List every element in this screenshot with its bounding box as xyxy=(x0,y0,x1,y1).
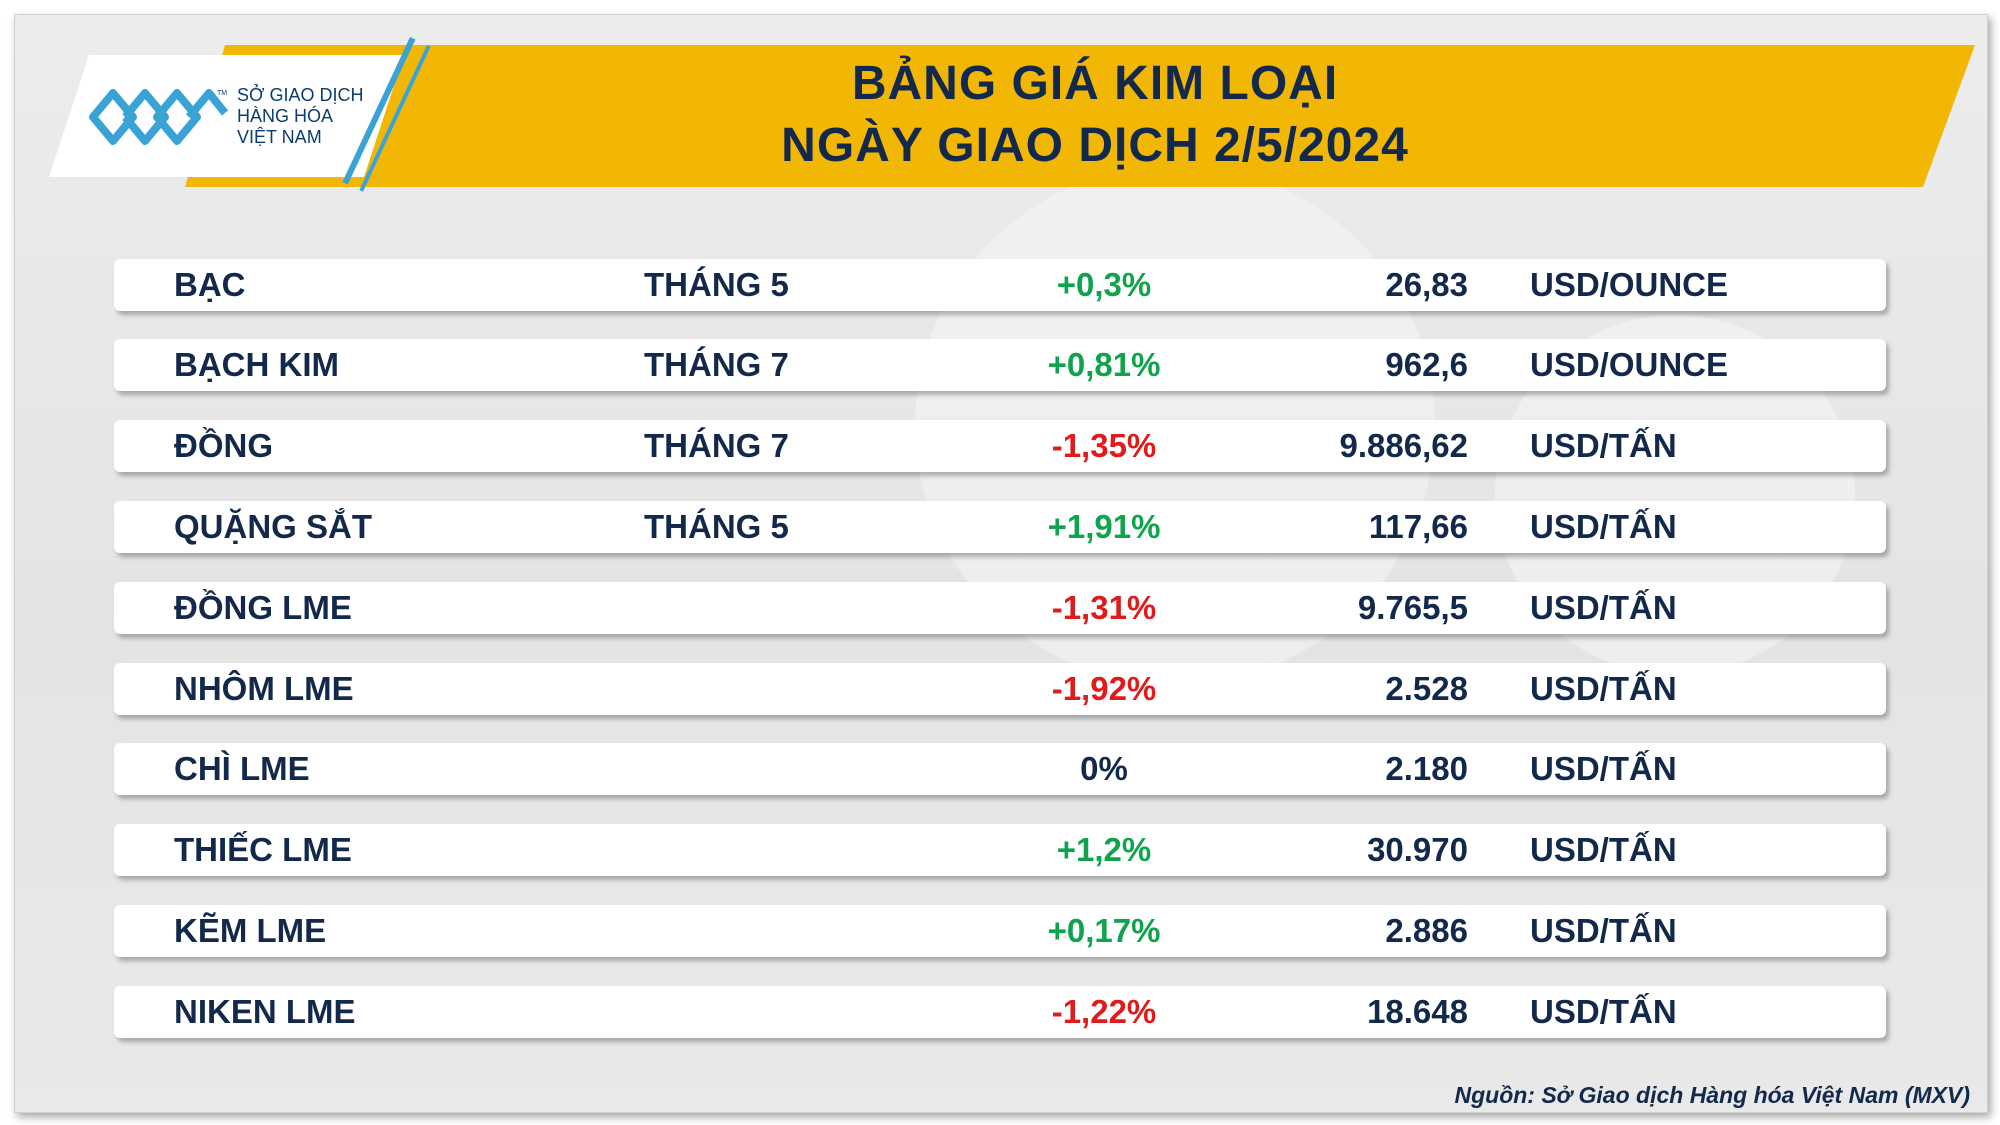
price-unit: USD/TẤN xyxy=(1530,427,1677,464)
title-banner xyxy=(185,45,1975,187)
price-change: -1,92% xyxy=(1051,670,1157,707)
price-row: NIKEN LME -1,22% 18.648 USD/TẤN xyxy=(114,986,1886,1038)
logo-line-1: SỞ GIAO DỊCH xyxy=(237,85,364,105)
price-change: +1,91% xyxy=(1047,508,1161,545)
price-value: 117,66 xyxy=(1368,508,1468,545)
source-note: Nguồn: Sở Giao dịch Hàng hóa Việt Nam (M… xyxy=(1454,1082,1970,1108)
price-value: 2.180 xyxy=(1385,750,1468,787)
metal-name: NHÔM LME xyxy=(174,670,354,707)
logo-mark-icon xyxy=(89,89,229,145)
price-change: -1,22% xyxy=(1051,993,1157,1030)
price-row: KẼM LME +0,17% 2.886 USD/TẤN xyxy=(114,905,1886,957)
price-row: CHÌ LME 0% 2.180 USD/TẤN xyxy=(114,743,1886,795)
logo-line-2: HÀNG HÓA xyxy=(237,106,334,126)
metal-name: CHÌ LME xyxy=(174,750,310,787)
logo-trademark: TM xyxy=(217,90,228,97)
price-change: +0,3% xyxy=(1056,266,1152,303)
price-unit: USD/TẤN xyxy=(1530,670,1677,707)
metal-name: THIẾC LME xyxy=(174,831,352,868)
price-unit: USD/TẤN xyxy=(1530,750,1677,787)
contract-month: THÁNG 7 xyxy=(644,427,789,464)
page-title: BẢNG GIÁ KIM LOẠI NGÀY GIAO DỊCH 2/5/202… xyxy=(515,53,1675,177)
price-row: THIẾC LME +1,2% 30.970 USD/TẤN xyxy=(114,824,1886,876)
price-row: QUẶNG SẮT THÁNG 5 +1,91% 117,66 USD/TẤN xyxy=(114,501,1886,553)
price-value: 962,6 xyxy=(1385,346,1468,383)
metal-name: KẼM LME xyxy=(174,912,327,949)
metal-name: BẠC xyxy=(174,266,246,303)
price-unit: USD/OUNCE xyxy=(1530,266,1729,303)
logo-line-3: VIỆT NAM xyxy=(237,127,322,147)
price-value: 26,83 xyxy=(1385,266,1468,303)
price-row: BẠCH KIM THÁNG 7 +0,81% 962,6 USD/OUNCE xyxy=(114,339,1886,391)
metal-name: ĐỒNG LME xyxy=(174,589,352,626)
price-unit: USD/TẤN xyxy=(1530,508,1677,545)
logo-text: SỞ GIAO DỊCH HÀNG HÓA VIỆT NAM xyxy=(237,85,363,148)
price-row: ĐỒNG LME -1,31% 9.765,5 USD/TẤN xyxy=(114,582,1886,634)
price-value: 18.648 xyxy=(1367,993,1468,1030)
contract-month: THÁNG 5 xyxy=(644,266,789,303)
price-row: ĐỒNG THÁNG 7 -1,35% 9.886,62 USD/TẤN xyxy=(114,420,1886,472)
price-change: 0% xyxy=(1080,750,1128,787)
price-row: NHÔM LME -1,92% 2.528 USD/TẤN xyxy=(114,663,1886,715)
price-change: +0,17% xyxy=(1047,912,1161,949)
price-value: 2.528 xyxy=(1385,670,1468,707)
price-row: BẠC THÁNG 5 +0,3% 26,83 USD/OUNCE xyxy=(114,259,1886,311)
contract-month: THÁNG 5 xyxy=(644,508,789,545)
price-value: 9.886,62 xyxy=(1339,427,1468,464)
metal-name: QUẶNG SẮT xyxy=(174,508,372,545)
metal-name: BẠCH KIM xyxy=(174,346,339,383)
price-value: 30.970 xyxy=(1367,831,1468,868)
price-unit: USD/TẤN xyxy=(1530,993,1677,1030)
price-unit: USD/TẤN xyxy=(1530,589,1677,626)
metal-name: ĐỒNG xyxy=(174,427,273,464)
price-change: +0,81% xyxy=(1047,346,1161,383)
price-change: -1,31% xyxy=(1051,589,1157,626)
price-value: 9.765,5 xyxy=(1357,589,1468,626)
price-change: +1,2% xyxy=(1056,831,1152,868)
price-unit: USD/TẤN xyxy=(1530,912,1677,949)
price-change: -1,35% xyxy=(1051,427,1157,464)
title-line-2: NGÀY GIAO DỊCH 2/5/2024 xyxy=(781,119,1409,172)
contract-month: THÁNG 7 xyxy=(644,346,789,383)
price-unit: USD/TẤN xyxy=(1530,831,1677,868)
price-value: 2.886 xyxy=(1385,912,1468,949)
title-line-1: BẢNG GIÁ KIM LOẠI xyxy=(851,57,1339,110)
price-unit: USD/OUNCE xyxy=(1530,346,1729,383)
metal-name: NIKEN LME xyxy=(174,993,356,1030)
